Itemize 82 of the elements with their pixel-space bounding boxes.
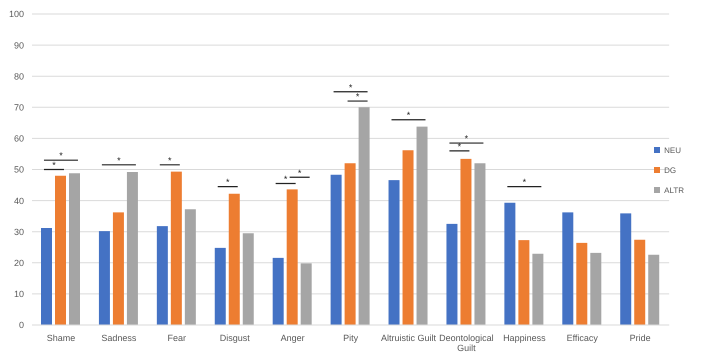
x-tick-label: Altruistic Guilt [380, 333, 436, 343]
bar [170, 172, 182, 325]
significance-bracket: * [334, 82, 368, 92]
bar [648, 254, 660, 325]
bar [228, 194, 240, 325]
bar [272, 258, 284, 325]
bar [576, 242, 588, 325]
y-tick-label: 90 [14, 40, 24, 50]
y-tick-label: 20 [14, 258, 24, 268]
annotation: * [117, 155, 122, 166]
bar [344, 163, 356, 325]
bar [402, 150, 414, 325]
legend-label: NEU [663, 144, 682, 156]
bar [532, 254, 544, 325]
bar [518, 240, 530, 325]
annotation: * [522, 177, 527, 188]
bar [562, 212, 574, 325]
annotation: * [59, 150, 64, 161]
bar [590, 252, 602, 325]
bar [55, 176, 66, 325]
y-tick-label: 0 [18, 320, 24, 330]
bar [620, 213, 632, 325]
annotation: * [298, 168, 302, 178]
y-tick-label: 80 [14, 71, 24, 82]
bar [460, 158, 472, 325]
y-tick-label: 100 [8, 9, 24, 20]
bar [446, 224, 458, 325]
significance-bracket: * [449, 141, 470, 152]
significance-bracket: * [44, 150, 78, 161]
significance-bracket: * [102, 155, 136, 166]
x-tick-label: Pride [630, 333, 651, 343]
bar [41, 228, 52, 325]
bar [286, 189, 298, 325]
bar [504, 202, 516, 325]
annotation: * [284, 174, 288, 184]
x-tick-label: Disgust [220, 333, 250, 343]
bar [634, 240, 646, 325]
bar [214, 248, 226, 325]
significance-bracket: * [507, 177, 542, 188]
significance-bracket: * [392, 110, 426, 120]
bar [126, 172, 138, 325]
legend-label: DG [663, 164, 678, 176]
x-tick-label: Fear [168, 333, 186, 343]
legend-label: ALTR [663, 184, 684, 196]
bar [98, 231, 110, 325]
x-tick-label: Sadness [101, 333, 137, 343]
significance-bracket: * [44, 160, 64, 170]
bar [156, 226, 168, 325]
y-tick-label: 60 [14, 134, 24, 144]
annotation: * [458, 141, 462, 152]
bar [300, 263, 312, 325]
bar [184, 209, 196, 325]
bar [474, 163, 486, 325]
y-tick-label: 50 [14, 164, 24, 175]
annotation: * [52, 160, 56, 170]
bar [358, 107, 370, 325]
annotation: * [406, 110, 411, 120]
annotation: * [356, 92, 360, 102]
x-tick-label: Happiness [503, 333, 546, 343]
annotation: * [348, 82, 353, 92]
bar [112, 212, 124, 325]
significance-bracket: * [449, 134, 484, 144]
significance-bracket: * [348, 92, 368, 102]
x-tick-label: Efficacy [566, 333, 598, 343]
y-tick-label: 10 [14, 289, 24, 300]
bar [388, 180, 400, 325]
bar [330, 174, 342, 325]
x-tick-label: Deontological Guilt [439, 333, 494, 353]
x-tick-label: Anger [280, 333, 305, 343]
significance-bracket: * [160, 155, 180, 166]
x-tick-label: Pity [343, 333, 359, 343]
y-tick-label: 70 [14, 102, 24, 112]
annotation: * [168, 155, 172, 166]
x-tick-label: Shame [46, 333, 76, 343]
bar [416, 126, 428, 325]
significance-bracket: * [218, 177, 238, 188]
annotation: * [464, 134, 469, 144]
bar [242, 233, 254, 325]
y-tick-label: 30 [14, 226, 24, 237]
annotation: * [226, 177, 230, 188]
y-tick-label: 40 [14, 196, 24, 206]
bar [69, 173, 80, 325]
